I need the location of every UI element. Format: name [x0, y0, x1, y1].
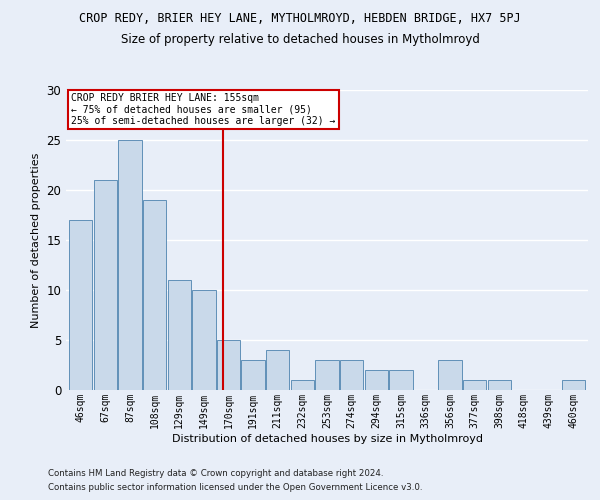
Bar: [562, 380, 585, 390]
Bar: [217, 340, 240, 390]
Bar: [488, 380, 511, 390]
Bar: [94, 180, 117, 390]
Text: Size of property relative to detached houses in Mytholmroyd: Size of property relative to detached ho…: [121, 32, 479, 46]
Bar: [69, 220, 92, 390]
X-axis label: Distribution of detached houses by size in Mytholmroyd: Distribution of detached houses by size …: [172, 434, 482, 444]
Bar: [192, 290, 215, 390]
Bar: [241, 360, 265, 390]
Bar: [143, 200, 166, 390]
Bar: [389, 370, 413, 390]
Bar: [316, 360, 338, 390]
Bar: [167, 280, 191, 390]
Bar: [340, 360, 364, 390]
Bar: [118, 140, 142, 390]
Bar: [290, 380, 314, 390]
Text: CROP REDY BRIER HEY LANE: 155sqm
← 75% of detached houses are smaller (95)
25% o: CROP REDY BRIER HEY LANE: 155sqm ← 75% o…: [71, 93, 335, 126]
Text: Contains HM Land Registry data © Crown copyright and database right 2024.: Contains HM Land Registry data © Crown c…: [48, 468, 383, 477]
Bar: [439, 360, 462, 390]
Text: CROP REDY, BRIER HEY LANE, MYTHOLMROYD, HEBDEN BRIDGE, HX7 5PJ: CROP REDY, BRIER HEY LANE, MYTHOLMROYD, …: [79, 12, 521, 26]
Bar: [365, 370, 388, 390]
Bar: [266, 350, 289, 390]
Text: Contains public sector information licensed under the Open Government Licence v3: Contains public sector information licen…: [48, 484, 422, 492]
Y-axis label: Number of detached properties: Number of detached properties: [31, 152, 41, 328]
Bar: [463, 380, 487, 390]
